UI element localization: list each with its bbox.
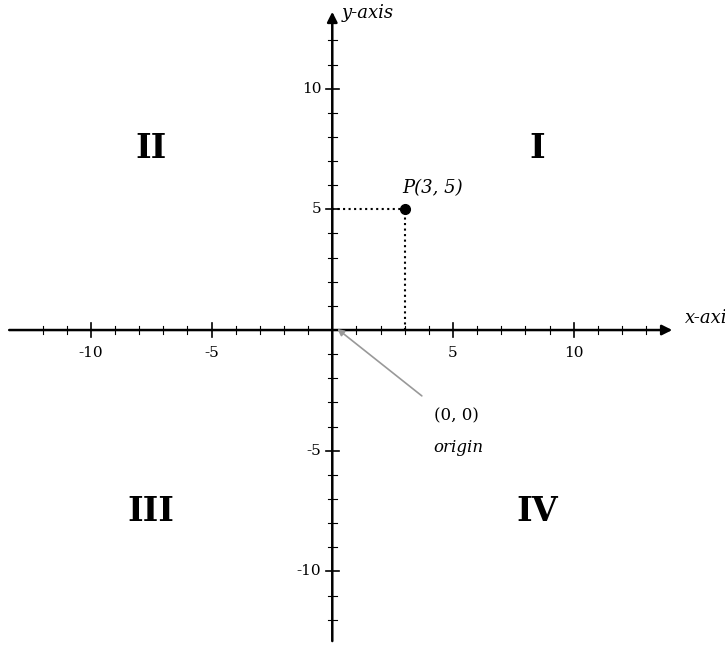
Text: x-axis: x-axis <box>684 309 725 327</box>
Text: II: II <box>136 132 167 165</box>
Text: -5: -5 <box>204 346 219 360</box>
Text: 5: 5 <box>312 202 321 216</box>
Text: I: I <box>530 132 545 165</box>
Text: origin: origin <box>434 439 484 456</box>
Text: III: III <box>128 494 175 527</box>
Text: 10: 10 <box>564 346 584 360</box>
Text: -10: -10 <box>78 346 103 360</box>
Text: (0, 0): (0, 0) <box>434 408 478 424</box>
Text: y-axis: y-axis <box>342 4 394 22</box>
Text: -10: -10 <box>297 564 321 579</box>
Text: 10: 10 <box>302 82 321 96</box>
Text: IV: IV <box>517 494 558 527</box>
Text: -5: -5 <box>307 444 321 457</box>
Text: 5: 5 <box>448 346 457 360</box>
Text: P(3, 5): P(3, 5) <box>402 179 463 197</box>
